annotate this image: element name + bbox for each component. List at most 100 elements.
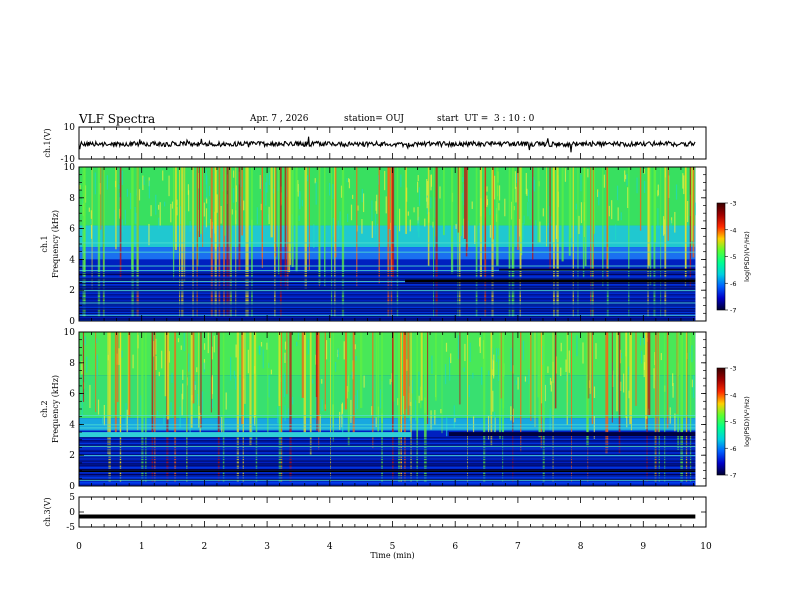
spectral-texture — [118, 348, 120, 365]
sferic-burst — [479, 167, 482, 277]
spectral-texture — [90, 210, 92, 219]
spectral-texture — [164, 201, 166, 207]
spectral-texture — [434, 409, 436, 426]
sferic-burst — [128, 332, 131, 418]
spectral-texture — [687, 201, 689, 223]
sferic-burst — [281, 332, 283, 482]
x-tick-label: 5 — [390, 542, 396, 552]
sferic-burst — [241, 167, 243, 236]
sferic-burst — [356, 167, 358, 288]
sferic-burst — [261, 167, 263, 268]
spectral-texture — [348, 178, 350, 183]
spectral-texture — [205, 208, 208, 228]
horizontal-streak — [79, 313, 696, 314]
spectral-texture — [532, 176, 535, 190]
spectral-texture — [90, 219, 92, 225]
sferic-burst — [443, 167, 445, 236]
sferic-burst — [137, 332, 139, 431]
spectral-texture — [595, 343, 597, 360]
spectral-texture — [450, 353, 452, 364]
spectral-texture — [643, 362, 646, 371]
sferic-burst — [427, 332, 429, 424]
spectral-texture — [101, 417, 104, 424]
spectral-texture — [691, 345, 693, 363]
spectral-texture — [413, 207, 415, 213]
spectral-texture — [138, 189, 141, 201]
spectral-texture — [297, 332, 299, 340]
sferic-burst — [387, 167, 390, 317]
spectral-texture — [565, 359, 567, 372]
spectral-texture — [472, 416, 475, 436]
sferic-burst — [568, 167, 571, 256]
ch1-spectrogram — [79, 167, 696, 321]
sferic-burst — [318, 167, 321, 285]
horizontal-streak — [79, 454, 696, 455]
sferic-burst — [512, 167, 515, 317]
spectral-texture — [514, 171, 517, 189]
spectral-texture — [479, 222, 481, 234]
spectral-texture — [158, 371, 160, 377]
narrowband-line — [79, 280, 696, 282]
x-tick-label: 3 — [264, 542, 270, 552]
sferic-burst — [97, 167, 101, 317]
x-tick-label: 8 — [578, 542, 584, 552]
sferic-burst — [190, 332, 193, 428]
spectral-texture — [626, 416, 628, 428]
sferic-burst — [278, 332, 281, 407]
spectral-texture — [121, 219, 123, 233]
y-axis-label: ch.1(V) — [43, 128, 52, 157]
spectral-texture — [231, 209, 233, 215]
spectral-texture — [94, 172, 96, 195]
colorbar-tick-label: -6 — [730, 445, 736, 453]
sferic-burst — [586, 332, 589, 448]
spectral-texture — [124, 209, 126, 225]
horizontal-streak — [79, 301, 696, 303]
spectral-texture — [201, 391, 203, 415]
horizontal-streak — [79, 294, 696, 296]
spectral-texture — [284, 341, 287, 350]
sferic-burst — [277, 167, 280, 275]
sferic-burst — [625, 332, 628, 419]
spectral-texture — [374, 213, 377, 235]
spectral-texture — [361, 188, 363, 203]
spectral-texture — [203, 343, 206, 350]
spectral-texture — [130, 192, 132, 210]
spectral-texture — [351, 371, 353, 379]
spectral-texture — [628, 366, 630, 376]
spectral-texture — [576, 335, 578, 357]
spectral-texture — [140, 395, 142, 416]
spectral-texture — [180, 345, 182, 350]
spectral-texture — [132, 354, 134, 369]
horizontal-streak — [79, 481, 696, 483]
spectral-texture — [619, 349, 622, 364]
spectral-texture — [471, 201, 473, 209]
sferic-burst — [628, 167, 630, 317]
sferic-burst — [131, 167, 134, 317]
spectral-texture — [230, 357, 232, 381]
spectral-texture — [277, 406, 279, 424]
frequency-band — [79, 225, 696, 248]
spectral-texture — [155, 338, 157, 355]
spectral-texture — [495, 348, 498, 362]
sferic-burst — [465, 167, 468, 257]
horizontal-streak — [79, 440, 696, 441]
sferic-burst — [434, 332, 437, 401]
cyan-band — [79, 432, 412, 438]
horizontal-streak — [79, 292, 696, 294]
sferic-burst — [648, 332, 650, 409]
sferic-burst — [192, 332, 195, 404]
spectral-texture — [615, 224, 617, 241]
spectral-texture — [233, 188, 235, 203]
sferic-burst — [119, 332, 122, 482]
sferic-burst — [246, 167, 249, 317]
sferic-burst — [491, 167, 494, 317]
sferic-burst — [334, 167, 336, 317]
spectral-texture — [407, 211, 409, 216]
sferic-burst — [425, 332, 427, 482]
spectral-texture — [354, 344, 356, 350]
spectral-texture — [510, 347, 512, 372]
sferic-burst — [192, 167, 194, 317]
sferic-burst — [658, 332, 660, 482]
narrowband-line — [79, 265, 696, 267]
spectral-texture — [88, 207, 90, 212]
